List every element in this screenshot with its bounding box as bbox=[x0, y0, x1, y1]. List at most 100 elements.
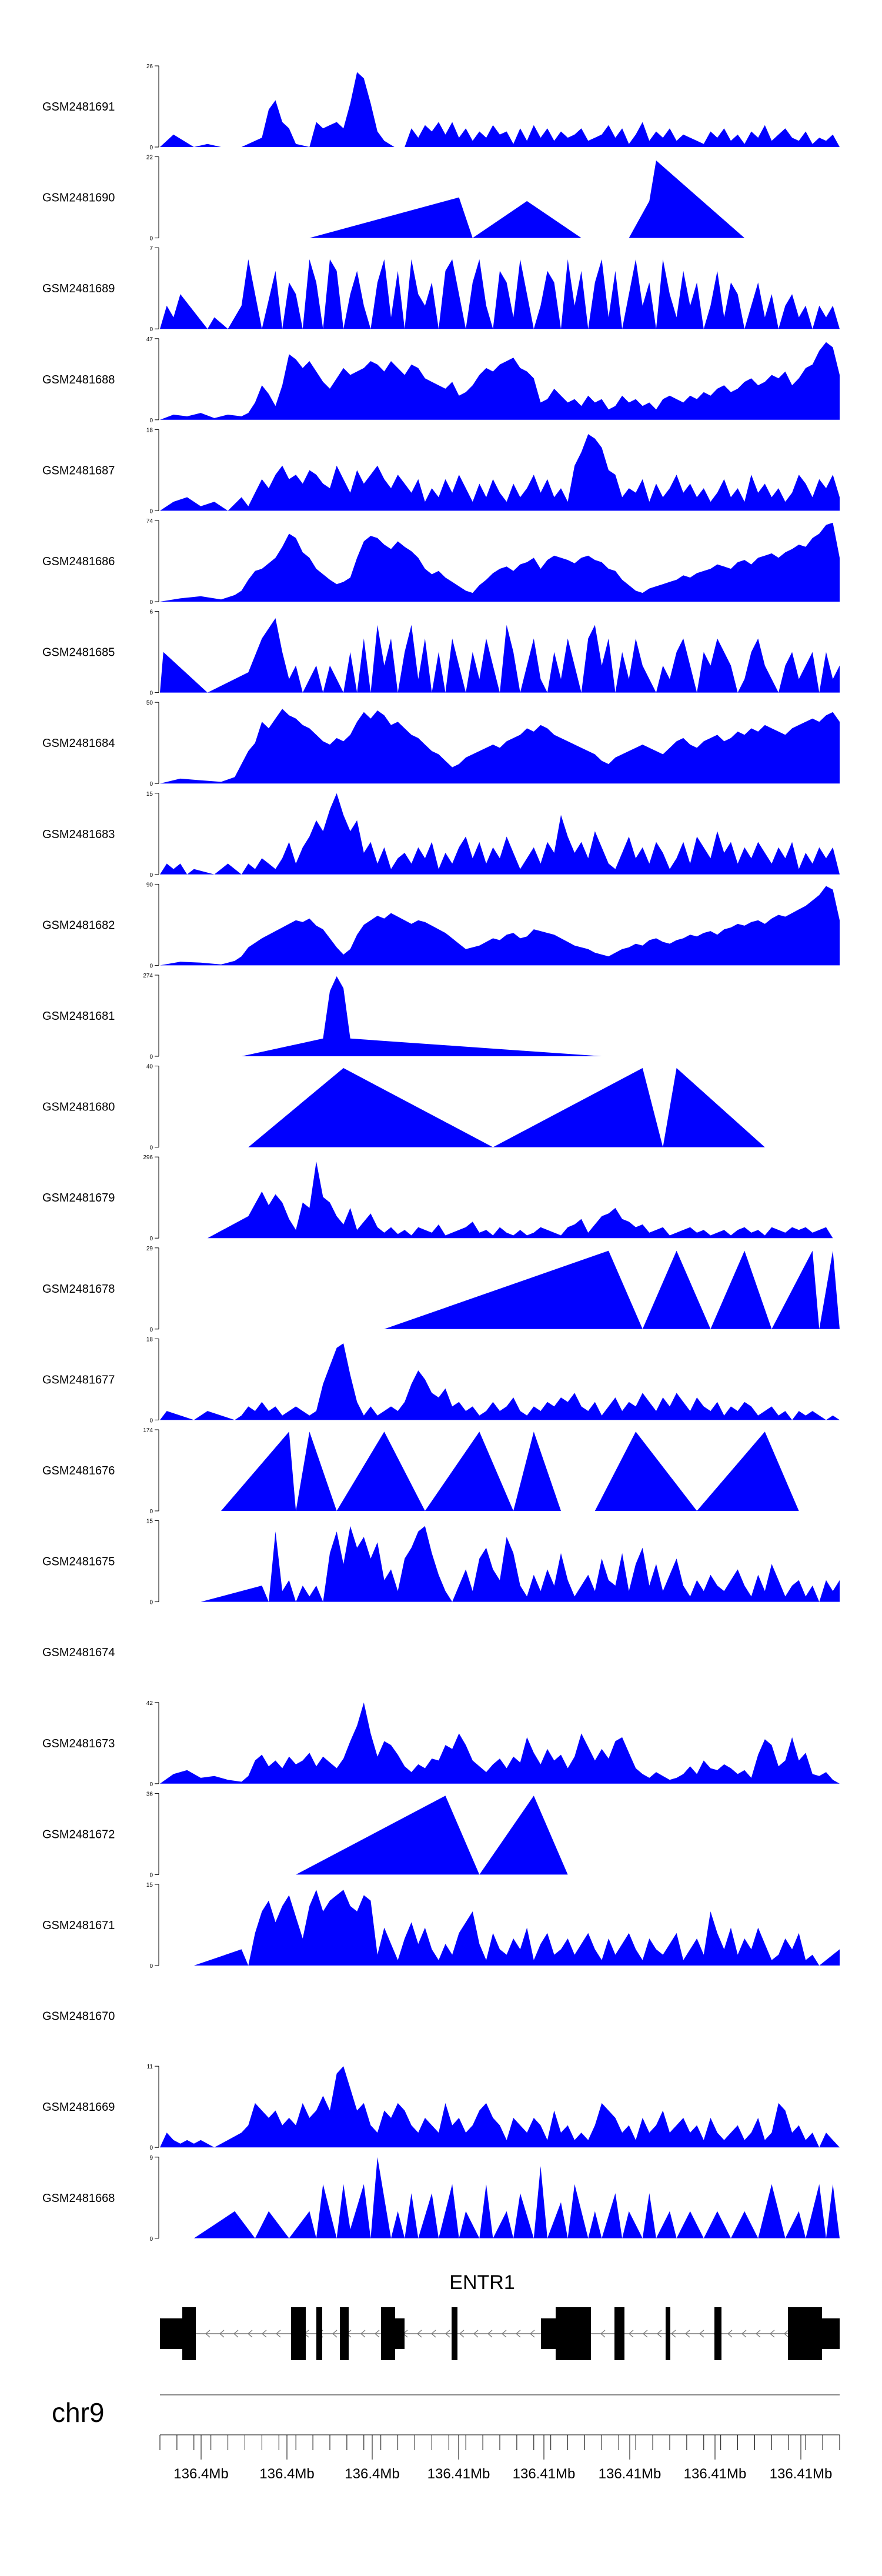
track-gsm2481676-ymin-label: 0 bbox=[149, 1509, 153, 1515]
track-gsm2481683-ymax-label: 15 bbox=[146, 791, 153, 798]
track-gsm2481675-ymin-label: 0 bbox=[149, 1600, 153, 1606]
gene-strand-arrow bbox=[530, 2330, 535, 2338]
track-gsm2481685-area bbox=[160, 618, 840, 693]
track-gsm2481686-area bbox=[160, 522, 840, 602]
gene-strand-arrow bbox=[360, 2330, 366, 2338]
gene-strand-arrow bbox=[741, 2330, 747, 2338]
genome-tick-label: 136.41Mb bbox=[684, 2466, 747, 2482]
track-gsm2481684-ymax-label: 50 bbox=[146, 700, 153, 706]
track-gsm2481668-ymin-label: 0 bbox=[149, 2236, 153, 2243]
gene-strand-arrow bbox=[784, 2330, 789, 2338]
track-gsm2481676-area bbox=[221, 1432, 799, 1511]
track-gsm2481678-label: GSM2481678 bbox=[42, 1283, 115, 1296]
gene-exon-10 bbox=[556, 2307, 591, 2360]
track-gsm2481668-area bbox=[193, 2157, 840, 2238]
track-gsm2481682-label: GSM2481682 bbox=[42, 919, 115, 932]
track-gsm2481682-area bbox=[160, 886, 840, 966]
gene-strand-arrow bbox=[417, 2330, 422, 2338]
track-gsm2481674-label: GSM2481674 bbox=[42, 1646, 115, 1659]
track-gsm2481684-label: GSM2481684 bbox=[42, 737, 115, 750]
track-gsm2481690-label: GSM2481690 bbox=[42, 192, 115, 205]
genome-tick-label: 136.41Mb bbox=[427, 2466, 490, 2482]
track-gsm2481669-ymin-label: 0 bbox=[149, 2145, 153, 2151]
track-gsm2481672-ymax-label: 36 bbox=[146, 1791, 153, 1797]
track-gsm2481685-label: GSM2481685 bbox=[42, 646, 115, 659]
track-gsm2481682-ymax-label: 90 bbox=[146, 882, 153, 888]
track-gsm2481689-ymin-label: 0 bbox=[149, 326, 153, 333]
gene-strand-arrow bbox=[276, 2330, 281, 2338]
track-gsm2481668-label: GSM2481668 bbox=[42, 2192, 115, 2205]
gene-strand-arrow bbox=[233, 2330, 239, 2338]
gene-strand-arrow bbox=[516, 2330, 521, 2338]
track-gsm2481686-ymin-label: 0 bbox=[149, 599, 153, 606]
track-gsm2481690-ymin-label: 0 bbox=[149, 236, 153, 242]
gene-exon-2 bbox=[182, 2307, 196, 2360]
track-gsm2481681-label: GSM2481681 bbox=[42, 1010, 115, 1023]
track-gsm2481679-ymin-label: 0 bbox=[149, 1236, 153, 1242]
track-gsm2481680-ymin-label: 0 bbox=[149, 1145, 153, 1152]
track-gsm2481684-area bbox=[160, 709, 840, 784]
track-gsm2481688-ymax-label: 47 bbox=[146, 336, 153, 343]
track-gsm2481679-area bbox=[207, 1161, 833, 1239]
track-gsm2481687-ymin-label: 0 bbox=[149, 508, 153, 515]
track-gsm2481675-ymax-label: 15 bbox=[146, 1519, 153, 1525]
track-gsm2481673-label: GSM2481673 bbox=[42, 1737, 115, 1750]
track-gsm2481678-ymin-label: 0 bbox=[149, 1327, 153, 1333]
track-gsm2481669-label: GSM2481669 bbox=[42, 2101, 115, 2114]
gene-strand-arrow bbox=[643, 2330, 648, 2338]
track-gsm2481679-ymax-label: 296 bbox=[143, 1154, 153, 1161]
gene-strand-arrow bbox=[445, 2330, 450, 2338]
track-gsm2481684-ymin-label: 0 bbox=[149, 781, 153, 788]
track-gsm2481668-ymax-label: 9 bbox=[149, 2155, 153, 2161]
gene-exon-4 bbox=[316, 2307, 322, 2360]
genome-tick-label: 136.41Mb bbox=[599, 2466, 662, 2482]
track-gsm2481681-ymax-label: 274 bbox=[143, 973, 153, 979]
gene-exon-16 bbox=[831, 2318, 840, 2349]
gene-strand-arrow bbox=[459, 2330, 465, 2338]
track-gsm2481690-area bbox=[309, 160, 745, 238]
gene-strand-arrow bbox=[770, 2330, 775, 2338]
gene-strand-arrow bbox=[262, 2330, 267, 2338]
track-gsm2481689-label: GSM2481689 bbox=[42, 282, 115, 295]
track-gsm2481691-label: GSM2481691 bbox=[42, 101, 115, 114]
track-gsm2481680-label: GSM2481680 bbox=[42, 1101, 115, 1114]
track-gsm2481671-area bbox=[193, 1890, 840, 1966]
gene-exon-8 bbox=[452, 2307, 457, 2360]
gene-strand-arrow bbox=[487, 2330, 493, 2338]
track-gsm2481670-label: GSM2481670 bbox=[42, 2010, 115, 2023]
track-gsm2481671-ymax-label: 15 bbox=[146, 1882, 153, 1888]
gene-strand-arrow bbox=[473, 2330, 479, 2338]
track-gsm2481678-ymax-label: 29 bbox=[146, 1246, 153, 1252]
genome-tick-label: 136.4Mb bbox=[259, 2466, 314, 2482]
gene-strand-arrow bbox=[332, 2330, 338, 2338]
track-gsm2481685-ymin-label: 0 bbox=[149, 690, 153, 697]
gene-exon-6 bbox=[381, 2307, 395, 2360]
track-gsm2481681-ymin-label: 0 bbox=[149, 1054, 153, 1060]
genome-tick-label: 136.4Mb bbox=[173, 2466, 228, 2482]
genome-tick-label: 136.4Mb bbox=[345, 2466, 399, 2482]
track-gsm2481686-ymax-label: 74 bbox=[146, 518, 153, 525]
track-gsm2481688-ymin-label: 0 bbox=[149, 418, 153, 424]
track-gsm2481671-ymin-label: 0 bbox=[149, 1963, 153, 1970]
gene-strand-arrow bbox=[699, 2330, 704, 2338]
track-gsm2481687-label: GSM2481687 bbox=[42, 464, 115, 477]
track-gsm2481686-label: GSM2481686 bbox=[42, 555, 115, 568]
track-gsm2481673-ymin-label: 0 bbox=[149, 1781, 153, 1788]
track-gsm2481681-area bbox=[241, 976, 602, 1056]
track-gsm2481677-ymin-label: 0 bbox=[149, 1417, 153, 1424]
track-gsm2481687-area bbox=[160, 434, 840, 511]
gene-strand-arrow bbox=[205, 2330, 211, 2338]
gene-exon-9 bbox=[541, 2318, 556, 2349]
track-gsm2481675-area bbox=[201, 1526, 840, 1602]
gene-exon-7 bbox=[395, 2318, 405, 2349]
track-gsm2481683-ymin-label: 0 bbox=[149, 872, 153, 879]
gene-strand-arrow bbox=[248, 2330, 253, 2338]
track-gsm2481672-ymin-label: 0 bbox=[149, 1872, 153, 1878]
track-gsm2481672-area bbox=[296, 1796, 711, 1875]
gene-exon-13 bbox=[714, 2307, 721, 2360]
gene-strand-arrow bbox=[727, 2330, 733, 2338]
track-gsm2481671-label: GSM2481671 bbox=[42, 1919, 115, 1932]
track-gsm2481680-area bbox=[248, 1068, 765, 1147]
chromosome-label: chr9 bbox=[52, 2397, 104, 2428]
